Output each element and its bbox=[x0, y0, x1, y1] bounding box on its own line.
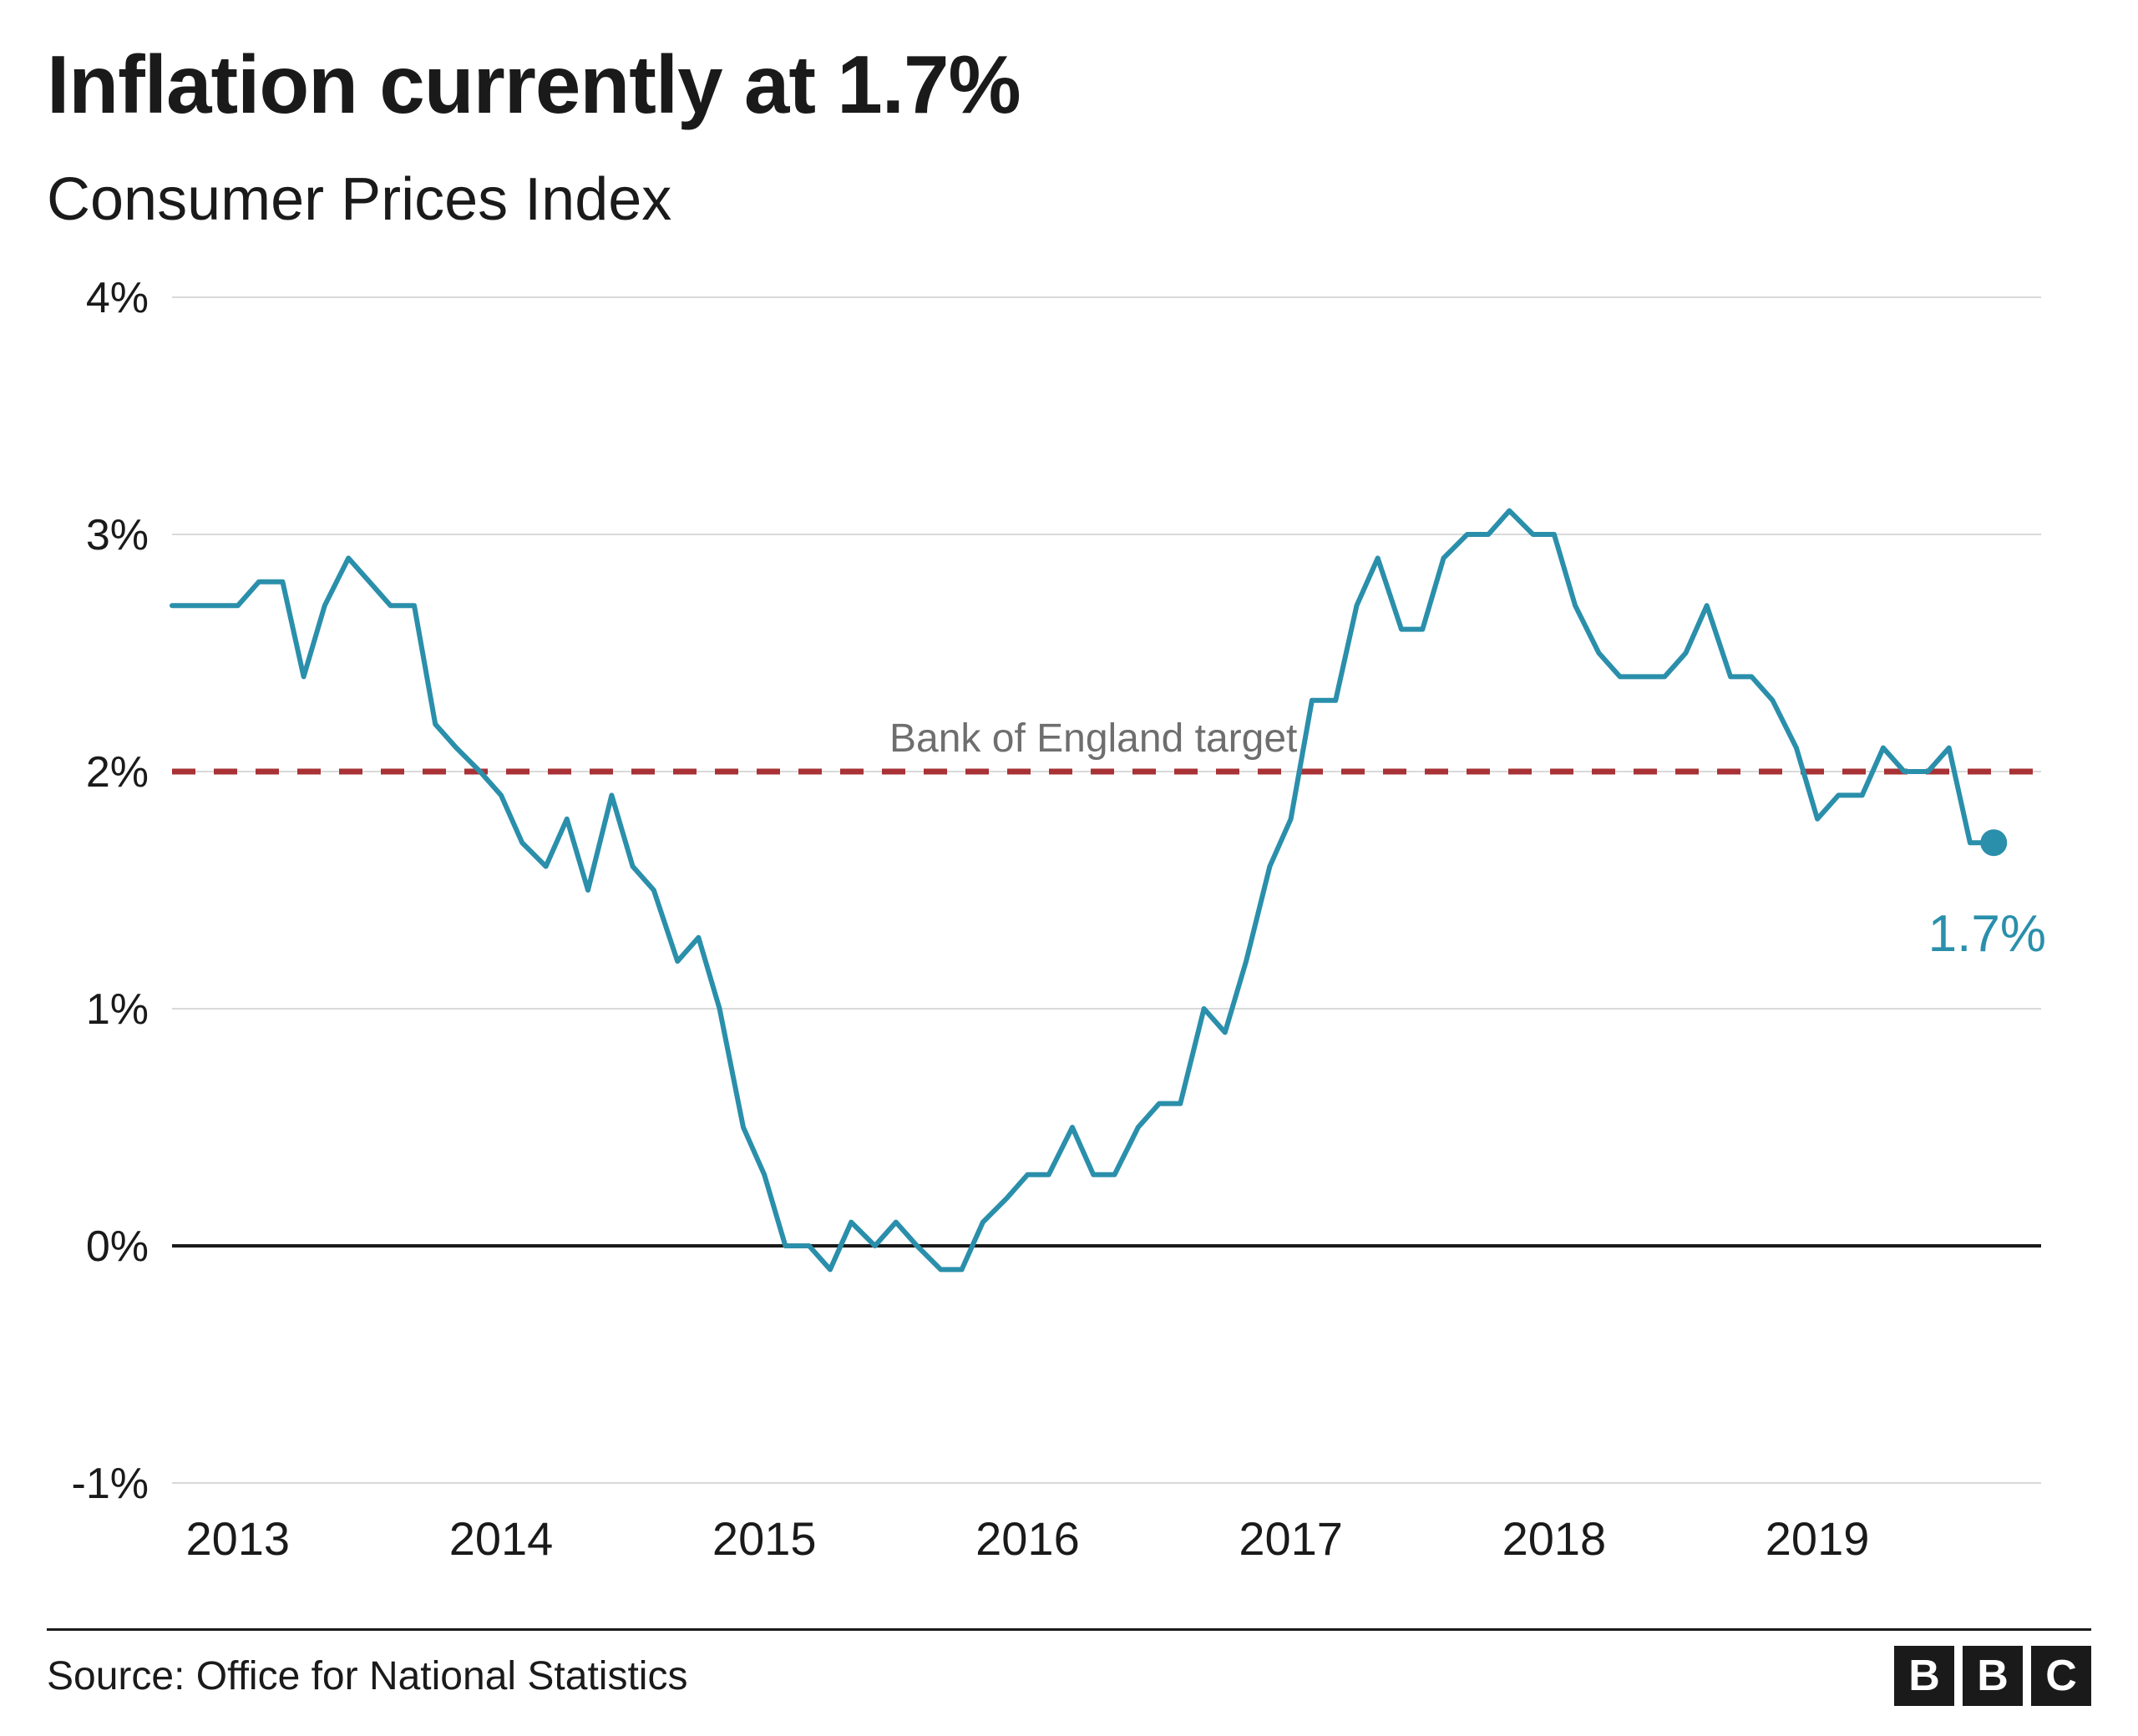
svg-text:3%: 3% bbox=[86, 511, 149, 559]
chart-subtitle: Consumer Prices Index bbox=[47, 165, 2091, 234]
svg-text:2015: 2015 bbox=[712, 1512, 817, 1565]
bbc-logo: B B C bbox=[1894, 1646, 2091, 1706]
svg-text:2014: 2014 bbox=[449, 1512, 554, 1565]
footer: Source: Office for National Statistics B… bbox=[47, 1628, 2091, 1706]
chart-card: Inflation currently at 1.7% Consumer Pri… bbox=[0, 0, 2138, 1736]
line-chart: -1% 0% 1% 2% 3% 4% Bank of England target 1.7% 2… bbox=[47, 281, 2091, 1583]
bbc-logo-block: B bbox=[1963, 1646, 2023, 1706]
svg-text:2016: 2016 bbox=[975, 1512, 1080, 1565]
svg-text:-1%: -1% bbox=[72, 1460, 149, 1508]
svg-text:2017: 2017 bbox=[1239, 1512, 1343, 1565]
svg-text:1%: 1% bbox=[86, 985, 149, 1034]
source-label: Source: Office for National Statistics bbox=[47, 1653, 687, 1699]
svg-text:2018: 2018 bbox=[1502, 1512, 1607, 1565]
bbc-logo-block: C bbox=[2031, 1646, 2091, 1706]
svg-text:2%: 2% bbox=[86, 748, 149, 797]
chart-area: -1% 0% 1% 2% 3% 4% Bank of England target 1.7% 2… bbox=[47, 281, 2091, 1583]
svg-text:2013: 2013 bbox=[186, 1512, 291, 1565]
svg-text:2019: 2019 bbox=[1766, 1512, 1870, 1565]
chart-title: Inflation currently at 1.7% bbox=[47, 40, 2091, 130]
svg-text:1.7%: 1.7% bbox=[1928, 905, 2046, 963]
svg-text:0%: 0% bbox=[86, 1222, 149, 1271]
svg-text:4%: 4% bbox=[86, 281, 149, 322]
svg-text:Bank of England target: Bank of England target bbox=[889, 716, 1297, 761]
bbc-logo-block: B bbox=[1894, 1646, 1954, 1706]
